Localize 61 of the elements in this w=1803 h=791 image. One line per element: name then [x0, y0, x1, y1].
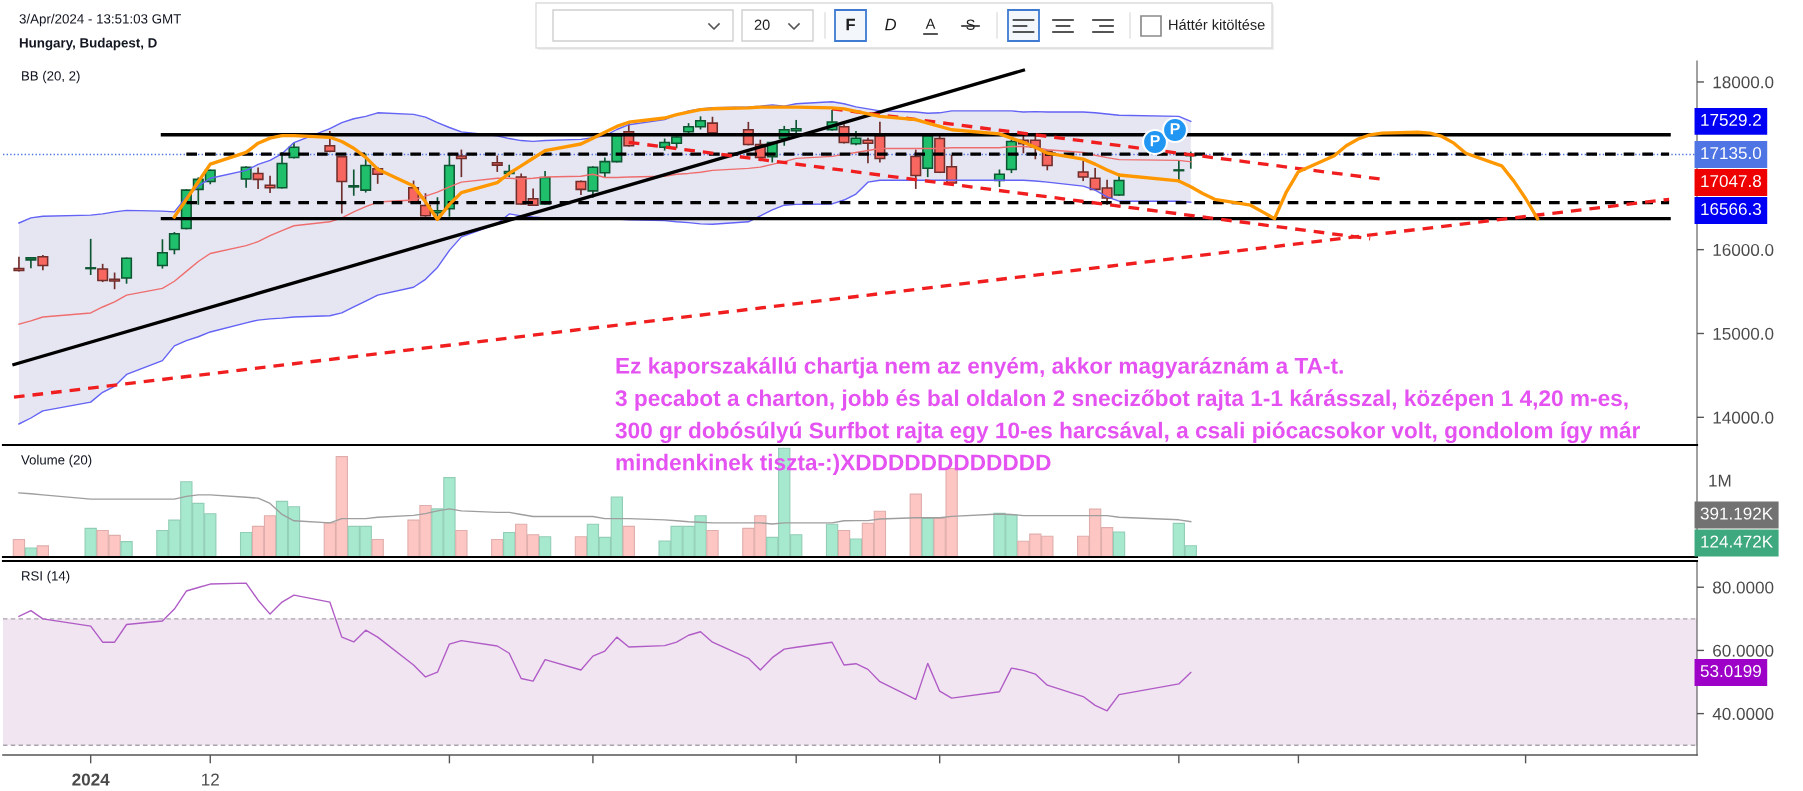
candlestick — [252, 167, 264, 189]
bar — [12, 538, 26, 557]
y-tick-label: 40.0000 — [1712, 707, 1774, 720]
bar — [120, 541, 133, 557]
text: Hungary, Budapest, D — [19, 37, 157, 51]
candlestick — [910, 149, 922, 189]
text: RSI (14) — [22, 570, 70, 584]
candlestick — [491, 155, 503, 172]
text: 391.192K — [1700, 507, 1773, 520]
chart-title: Volume (20) — [21, 454, 92, 468]
candlestick — [121, 257, 133, 284]
text: A — [925, 18, 936, 29]
bar — [538, 536, 552, 557]
text: 20 — [754, 19, 770, 30]
annotation: P — [1150, 135, 1160, 147]
candlestick — [455, 149, 467, 178]
y-tick-label: 15000.0 — [1713, 327, 1774, 340]
x-tick-label: 12 — [202, 773, 219, 786]
text: 3/Apr/2024 - 13:51:03 GMT — [19, 13, 182, 27]
line-series — [18, 582, 1192, 712]
y-tick-label: 60.0000 — [1713, 644, 1774, 657]
bar — [849, 538, 863, 557]
line-series — [172, 105, 1540, 222]
candlestick — [264, 175, 276, 193]
text: 1M — [1709, 474, 1731, 487]
text: Háttér kitöltése — [1169, 19, 1265, 30]
x-tick-label: 2024 — [72, 773, 110, 786]
bar — [574, 536, 588, 557]
y-tick-label: 16000.0 — [1713, 243, 1774, 256]
bar — [921, 517, 934, 557]
bar — [622, 525, 635, 557]
bar — [239, 531, 253, 557]
text: 124.472K — [1701, 535, 1773, 548]
bar — [24, 547, 38, 557]
bar — [706, 529, 719, 557]
bar — [503, 531, 516, 557]
bar — [1112, 531, 1126, 557]
y-tick-label: 14000.0 — [1713, 411, 1774, 424]
bar — [371, 538, 384, 557]
bar — [825, 523, 839, 557]
candlestick — [156, 239, 168, 269]
candlestick — [168, 232, 180, 255]
text: D — [885, 18, 897, 31]
text: 17047.8 — [1701, 174, 1762, 188]
text: 53.0199 — [1700, 664, 1761, 678]
candlestick — [85, 238, 97, 275]
bar — [84, 527, 97, 557]
annotation: P — [1170, 123, 1180, 135]
bar — [36, 545, 50, 557]
text: 17529.2 — [1701, 113, 1761, 127]
ref-line-label: 17135.0 — [1701, 146, 1762, 160]
y-tick-label: 18000.0 — [1713, 76, 1774, 89]
bar — [909, 493, 922, 557]
bar — [491, 538, 504, 557]
text: F — [846, 18, 855, 31]
bar — [837, 529, 851, 557]
text: 16566.3 — [1701, 202, 1761, 216]
candlestick — [324, 131, 336, 153]
bar — [455, 529, 468, 557]
text: BB (20, 2) — [22, 70, 80, 84]
y-tick-label: 80.0000 — [1713, 581, 1774, 594]
